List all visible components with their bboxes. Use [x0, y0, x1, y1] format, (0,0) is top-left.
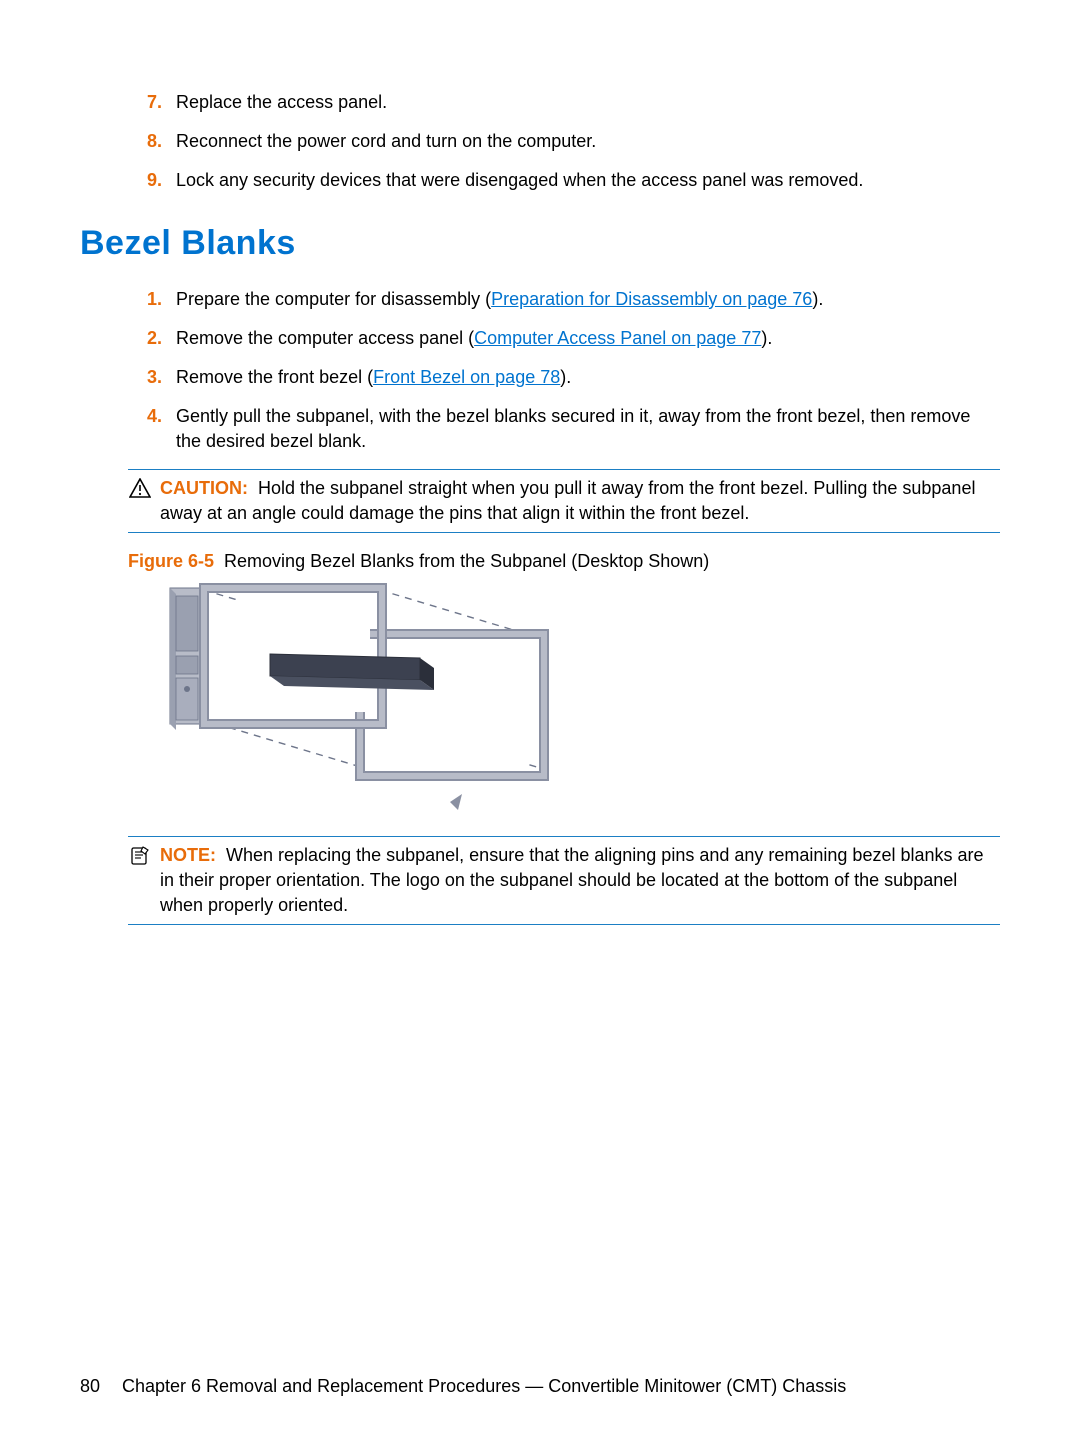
document-page: 7. Replace the access panel. 8. Reconnec… [0, 0, 1080, 1437]
steps-list: 1. Prepare the computer for disassembly … [140, 287, 1000, 455]
caution-callout: CAUTION: Hold the subpanel straight when… [128, 469, 1000, 533]
list-number: 9. [140, 168, 176, 193]
caution-body: CAUTION: Hold the subpanel straight when… [160, 476, 1000, 526]
list-item: 4. Gently pull the subpanel, with the be… [140, 404, 1000, 454]
list-text: Lock any security devices that were dise… [176, 168, 1000, 193]
list-text: Remove the computer access panel (Comput… [176, 326, 1000, 351]
figure-label: Figure 6-5 Removing Bezel Blanks from th… [128, 551, 1000, 572]
note-label: NOTE: [160, 845, 216, 865]
list-item: 2. Remove the computer access panel (Com… [140, 326, 1000, 351]
note-text: When replacing the subpanel, ensure that… [160, 845, 984, 915]
step-pre: Remove the computer access panel ( [176, 328, 474, 348]
page-content: 7. Replace the access panel. 8. Reconnec… [80, 90, 1000, 1357]
step-post: ). [761, 328, 772, 348]
section-heading: Bezel Blanks [80, 224, 1000, 263]
note-body: NOTE: When replacing the subpanel, ensur… [160, 843, 1000, 919]
xref-link[interactable]: Preparation for Disassembly on page 76 [491, 289, 812, 309]
figure-illustration [150, 576, 570, 822]
caution-text: Hold the subpanel straight when you pull… [160, 478, 975, 523]
list-text: Prepare the computer for disassembly (Pr… [176, 287, 1000, 312]
caution-icon [128, 476, 152, 498]
list-item: 8. Reconnect the power cord and turn on … [140, 129, 1000, 154]
list-text: Remove the front bezel (Front Bezel on p… [176, 365, 1000, 390]
list-number: 3. [140, 365, 176, 390]
caution-label: CAUTION: [160, 478, 248, 498]
list-item: 1. Prepare the computer for disassembly … [140, 287, 1000, 312]
list-number: 1. [140, 287, 176, 312]
figure-caption: Removing Bezel Blanks from the Subpanel … [224, 551, 709, 571]
list-text: Replace the access panel. [176, 90, 1000, 115]
step-post: ). [560, 367, 571, 387]
step-pre: Prepare the computer for disassembly ( [176, 289, 491, 309]
list-text: Reconnect the power cord and turn on the… [176, 129, 1000, 154]
list-number: 7. [140, 90, 176, 115]
list-item: 3. Remove the front bezel (Front Bezel o… [140, 365, 1000, 390]
step-post: ). [812, 289, 823, 309]
list-number: 8. [140, 129, 176, 154]
list-number: 2. [140, 326, 176, 351]
step-pre: Remove the front bezel ( [176, 367, 373, 387]
page-number: 80 [80, 1376, 122, 1397]
note-callout: NOTE: When replacing the subpanel, ensur… [128, 836, 1000, 926]
list-text: Gently pull the subpanel, with the bezel… [176, 404, 1000, 454]
list-item: 7. Replace the access panel. [140, 90, 1000, 115]
top-list: 7. Replace the access panel. 8. Reconnec… [140, 90, 1000, 194]
list-number: 4. [140, 404, 176, 454]
page-footer: 80 Chapter 6 Removal and Replacement Pro… [80, 1357, 1000, 1397]
list-item: 9. Lock any security devices that were d… [140, 168, 1000, 193]
xref-link[interactable]: Front Bezel on page 78 [373, 367, 560, 387]
step-pre: Gently pull the subpanel, with the bezel… [176, 406, 970, 451]
footer-text: Chapter 6 Removal and Replacement Proced… [122, 1376, 1000, 1397]
figure-number: Figure 6-5 [128, 551, 214, 571]
xref-link[interactable]: Computer Access Panel on page 77 [474, 328, 761, 348]
note-icon [128, 843, 152, 865]
